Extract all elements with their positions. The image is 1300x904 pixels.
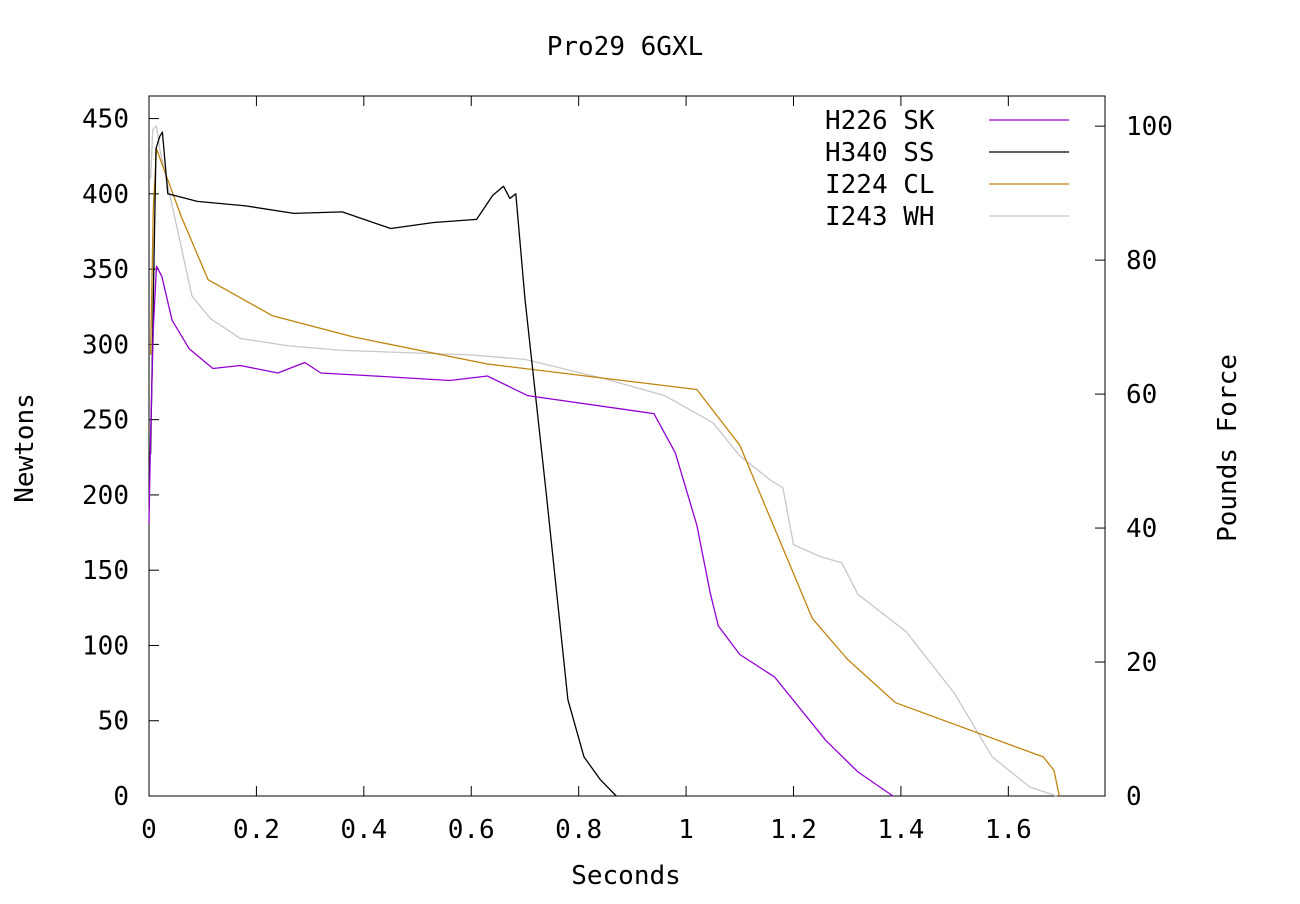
x-tick-label: 0.8 (555, 815, 602, 845)
y2-tick-label: 100 (1126, 112, 1173, 142)
y-tick-label: 300 (82, 330, 129, 360)
series-line-h340-ss (149, 131, 617, 797)
series-line-i243-wh (149, 125, 1057, 797)
legend-label-i224-cl: I224 CL (825, 170, 935, 200)
y-tick-label: 0 (113, 782, 129, 812)
y-tick-label: 450 (82, 105, 129, 135)
x-tick-label: 0.6 (448, 815, 495, 845)
x-tick-label: 1 (678, 815, 694, 845)
x-axis-label: Seconds (571, 861, 681, 891)
series-group (148, 125, 1060, 797)
y2-tick-label: 60 (1126, 380, 1157, 410)
y-tick-label: 400 (82, 180, 129, 210)
series-line-h226-sk (148, 265, 894, 797)
plot-border (148, 95, 1106, 797)
y-tick-label: 100 (82, 631, 129, 661)
y-tick-label: 50 (98, 707, 129, 737)
y-axis-label: Newtons (10, 393, 40, 503)
x-tick-label: 1.2 (770, 815, 817, 845)
y-axis-right: 0 20 40 60 80 100 (1095, 112, 1173, 812)
y2-tick-label: 20 (1126, 648, 1157, 678)
legend-label-h340-ss: H340 SS (825, 138, 935, 168)
x-tick-label: 0 (141, 815, 157, 845)
y-axis-left: 0 50 100 150 200 250 300 350 400 450 (82, 105, 159, 812)
y2-tick-label: 0 (1126, 782, 1142, 812)
y-tick-label: 200 (82, 481, 129, 511)
legend-label-i243-wh: I243 WH (825, 202, 935, 232)
plot-area (148, 95, 1106, 797)
y-tick-label: 250 (82, 406, 129, 436)
y2-axis-label: Pounds Force (1213, 354, 1243, 542)
chart-title: Pro29 6GXL (547, 32, 704, 62)
y-tick-label: 350 (82, 255, 129, 285)
y-tick-label: 150 (82, 556, 129, 586)
y2-tick-label: 80 (1126, 246, 1157, 276)
x-tick-label: 1.4 (877, 815, 924, 845)
x-tick-label: 1.6 (985, 815, 1032, 845)
series-line-i224-cl (149, 148, 1060, 797)
x-tick-label: 0.2 (233, 815, 280, 845)
legend-label-h226-sk: H226 SK (825, 106, 935, 136)
x-tick-label: 0.4 (340, 815, 387, 845)
x-axis: 0 0.2 0.4 0.6 0.8 1 1.2 1.4 1.6 (141, 96, 1032, 845)
y2-tick-label: 40 (1126, 514, 1157, 544)
